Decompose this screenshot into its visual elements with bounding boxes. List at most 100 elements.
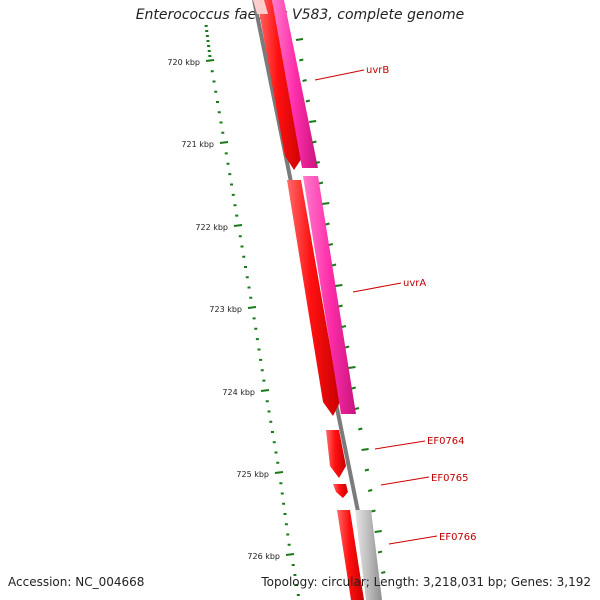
scale-tick-label: 721 kbp <box>181 140 214 149</box>
genome-summary-label: Topology: circular; Length: 3,218,031 bp… <box>261 575 591 589</box>
minor-tick <box>205 30 209 32</box>
leader-line-uvrA <box>352 282 402 293</box>
cds-feature-red-EF0764 <box>326 430 346 478</box>
inner-tick <box>325 222 330 226</box>
scale-tick-label: 726 kbp <box>247 552 280 561</box>
minor-tick <box>295 584 299 586</box>
inner-tick <box>318 181 324 185</box>
cds-feature-red-1 <box>257 0 304 170</box>
minor-tick <box>240 245 244 248</box>
inner-tick <box>338 304 343 308</box>
inner-tick <box>302 79 307 82</box>
major-tick <box>205 59 215 62</box>
gene-label-uvrB: uvrB <box>366 65 389 76</box>
major-tick <box>247 306 257 309</box>
minor-tick <box>283 513 287 515</box>
inner-scale-ticks <box>295 38 386 574</box>
feature-magenta-uvrB <box>272 0 318 168</box>
cds-feature-red-uvrA-forward <box>287 180 340 416</box>
minor-tick <box>265 400 269 403</box>
inner-tick <box>348 366 356 369</box>
major-tick <box>233 224 243 227</box>
minor-tick <box>287 543 291 546</box>
gene-label-group: uvrB uvrA EF0764 EF0765 EF0766 <box>314 65 477 545</box>
minor-tick <box>210 70 214 73</box>
minor-tick <box>279 482 283 485</box>
inner-tick <box>361 448 369 451</box>
minor-tick <box>244 266 247 268</box>
inner-tick <box>308 120 317 123</box>
minor-tick <box>272 441 276 444</box>
inner-tick <box>331 263 337 267</box>
minor-tick <box>245 276 249 279</box>
minor-tick <box>259 358 263 361</box>
minor-tick <box>217 111 221 114</box>
inner-tick <box>381 571 386 574</box>
cds-feature-red-EF0765 <box>333 484 348 498</box>
inner-tick <box>299 58 304 62</box>
minor-tick <box>242 255 246 258</box>
inner-tick <box>335 284 343 287</box>
minor-tick <box>260 369 264 372</box>
accession-label: Accession: NC_004668 <box>8 575 145 589</box>
major-tick <box>285 553 295 556</box>
gene-label-uvrA: uvrA <box>403 278 426 289</box>
major-tick <box>260 389 270 392</box>
major-tick <box>219 141 229 144</box>
minor-tick <box>221 131 225 134</box>
minor-tick <box>274 451 278 454</box>
scale-tick-label: 723 kbp <box>209 305 242 314</box>
minor-tick <box>247 286 251 289</box>
minor-tick <box>286 533 290 536</box>
minor-tick <box>267 410 271 413</box>
minor-tick <box>255 338 259 341</box>
leader-line-uvrB <box>314 69 365 81</box>
minor-tick <box>214 90 218 93</box>
leader-line-EF0765 <box>380 476 430 486</box>
minor-tick <box>282 502 286 505</box>
minor-tick <box>205 35 209 37</box>
inner-tick <box>371 509 376 513</box>
inner-tick <box>354 407 360 410</box>
inner-tick <box>358 427 363 431</box>
minor-tick <box>231 193 235 196</box>
feature-magenta-uvrA <box>303 176 356 414</box>
inner-tick <box>322 202 330 205</box>
minor-tick <box>249 296 253 299</box>
minor-tick <box>219 121 223 124</box>
inner-tick <box>351 386 357 390</box>
minor-tick <box>224 152 228 155</box>
inner-tick <box>341 325 347 328</box>
inner-tick <box>364 468 370 472</box>
inner-tick <box>315 161 320 164</box>
minor-tick <box>208 55 212 57</box>
inner-tick <box>295 38 304 41</box>
gene-label-EF0765: EF0765 <box>431 473 469 484</box>
gene-label-EF0766: EF0766 <box>439 532 477 543</box>
minor-tick <box>226 162 230 165</box>
minor-tick <box>276 461 280 464</box>
minor-tick <box>271 431 274 433</box>
minor-tick <box>207 45 211 47</box>
inner-tick <box>374 530 382 533</box>
scale-ruler: 720 kbp 721 kbp 722 kbp 723 kbp 724 kbp 725 k… <box>167 25 300 596</box>
minor-tick <box>204 25 208 27</box>
minor-tick <box>291 564 295 566</box>
minor-tick <box>280 492 284 495</box>
inner-tick <box>367 489 373 492</box>
minor-tick <box>252 317 256 320</box>
minor-tick <box>228 173 232 176</box>
scale-tick-label: 722 kbp <box>195 223 228 232</box>
gene-label-EF0764: EF0764 <box>427 436 465 447</box>
minor-tick <box>230 183 233 186</box>
minor-tick <box>235 214 239 217</box>
minor-tick <box>233 204 237 207</box>
leader-line-EF0766 <box>388 535 438 545</box>
minor-tick <box>296 594 300 596</box>
minor-tick <box>254 327 258 330</box>
minor-tick <box>284 523 288 526</box>
feature-gray-EF0766 <box>355 510 382 600</box>
minor-tick <box>262 379 266 382</box>
genome-title: Enterococcus faecalis V583, complete gen… <box>135 7 465 23</box>
